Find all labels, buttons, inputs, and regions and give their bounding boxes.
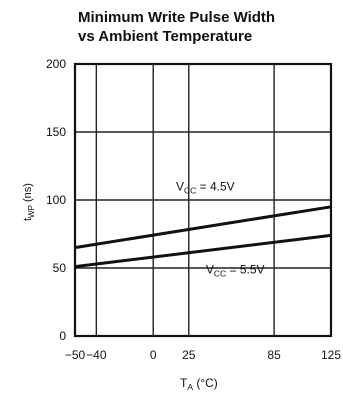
y-axis-label: tWP (ns)	[22, 183, 36, 221]
x-tick-label: −40	[86, 348, 107, 362]
x-tick-label: 85	[267, 348, 281, 362]
y-tick-label: 0	[59, 329, 66, 343]
chart-title-line-1: Minimum Write Pulse Width	[78, 9, 276, 26]
y-tick-label: 150	[46, 125, 66, 139]
y-tick-label: 100	[46, 193, 66, 207]
series-lines	[74, 205, 332, 269]
axis-ticks: −50 −40 0 25 85 125 0 50 100 150 200	[46, 57, 341, 362]
x-tick-label: 125	[321, 348, 341, 362]
x-tick-label: 25	[182, 348, 196, 362]
x-tick-label: 0	[150, 348, 157, 362]
y-tick-label: 200	[46, 57, 66, 71]
chart-title-line-2: vs Ambient Temperature	[78, 28, 253, 45]
plot-frame	[73, 62, 333, 338]
x-axis-label: TA (°C)	[180, 376, 218, 392]
chart-title: Minimum Write Pulse Width vs Ambient Tem…	[78, 8, 338, 46]
grid-lines	[75, 64, 331, 336]
series-line-1	[74, 233, 332, 269]
series-label-vcc-55: VCC = 5.5V	[206, 262, 265, 278]
series-label-vcc-45: VCC = 4.5V	[176, 179, 235, 195]
series-line-0	[74, 205, 332, 250]
y-tick-label: 50	[53, 261, 67, 275]
x-tick-label: −50	[65, 348, 86, 362]
